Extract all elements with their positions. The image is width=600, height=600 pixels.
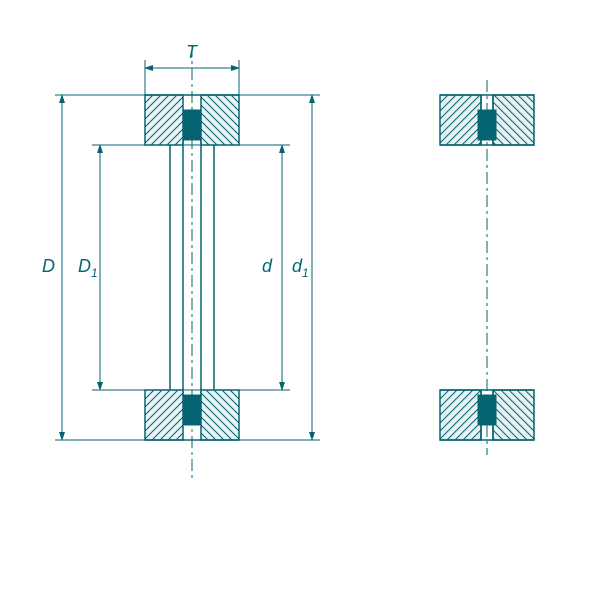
label-d: d: [262, 256, 273, 276]
label-D: D: [42, 256, 55, 276]
label-T: T: [186, 42, 199, 62]
label-d1: d1: [292, 256, 309, 280]
label-D1: D1: [78, 256, 98, 280]
bearing-diagram: T D D1 d d1: [0, 0, 600, 600]
right-section-view: [440, 80, 534, 455]
left-section-view: T D D1 d d1: [42, 42, 320, 480]
